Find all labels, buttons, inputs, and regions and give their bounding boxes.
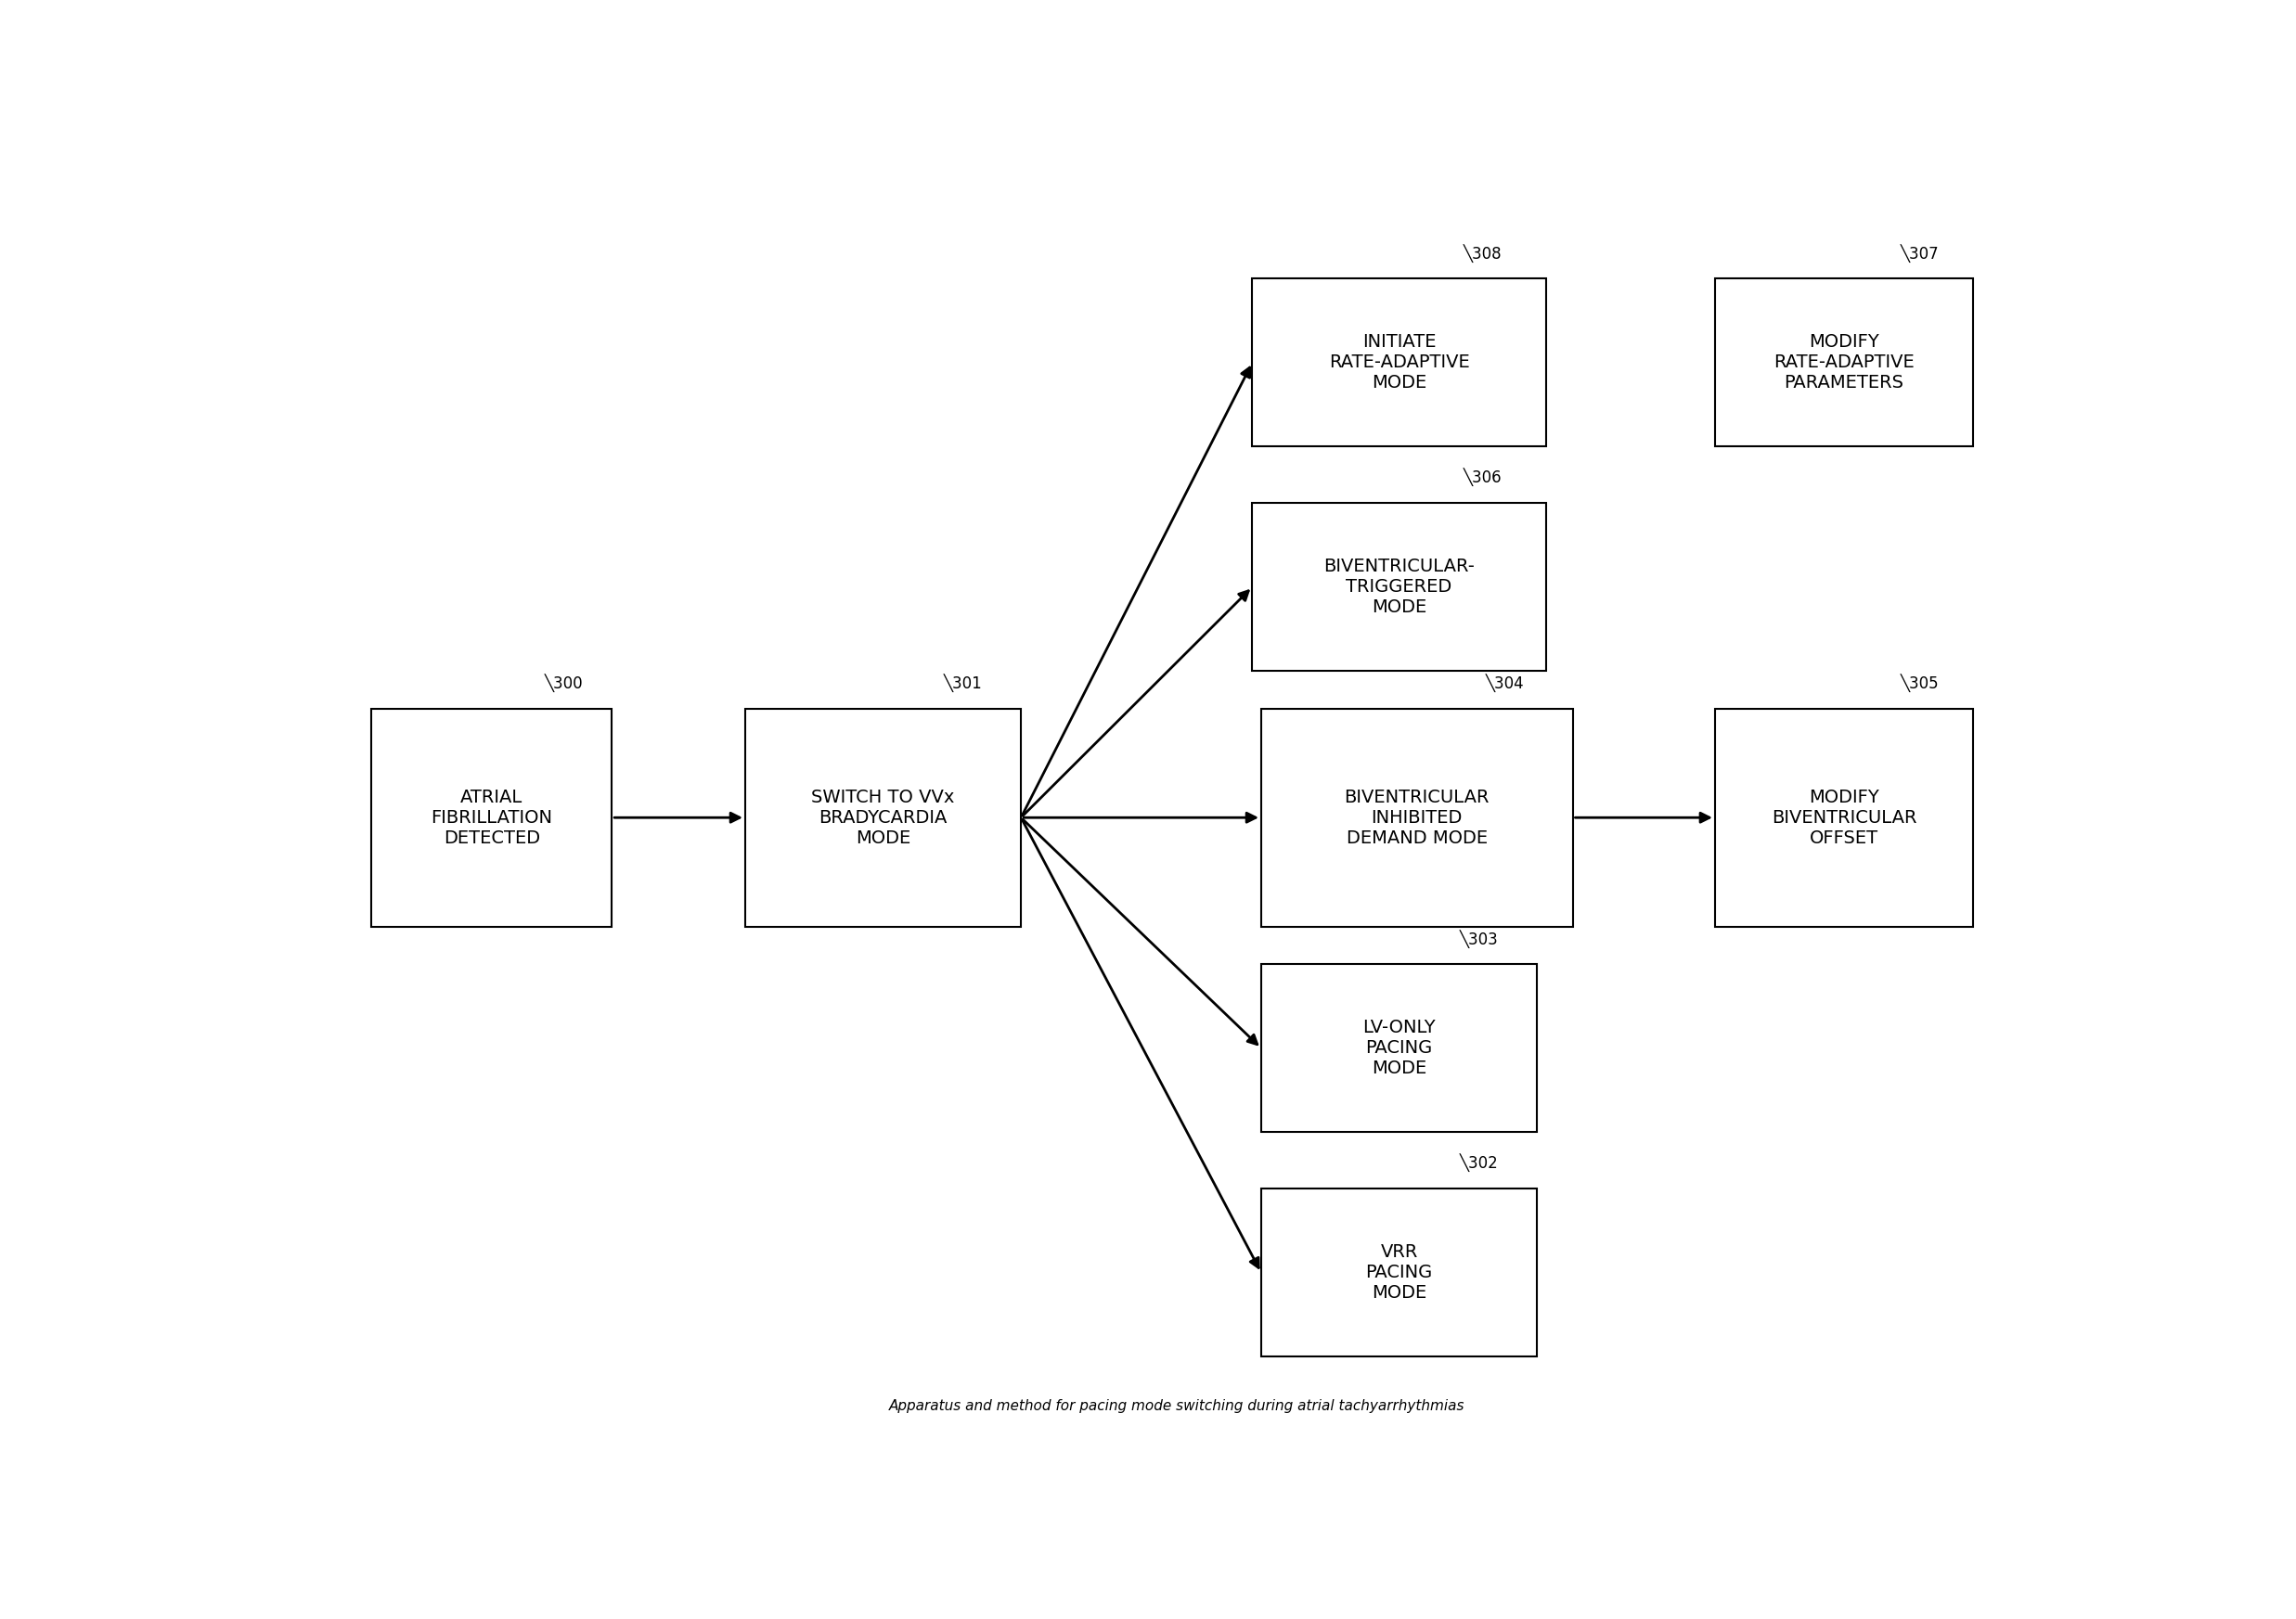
Text: ╲305: ╲305 (1901, 674, 1940, 693)
FancyBboxPatch shape (1261, 1188, 1536, 1357)
FancyBboxPatch shape (1251, 504, 1545, 672)
FancyBboxPatch shape (1715, 709, 1972, 926)
Text: Apparatus and method for pacing mode switching during atrial tachyarrhythmias: Apparatus and method for pacing mode swi… (889, 1399, 1465, 1413)
Text: ╲306: ╲306 (1465, 468, 1502, 487)
Text: BIVENTRICULAR-
TRIGGERED
MODE: BIVENTRICULAR- TRIGGERED MODE (1322, 557, 1474, 617)
Text: ╲300: ╲300 (544, 674, 583, 693)
Text: ╲302: ╲302 (1460, 1154, 1499, 1172)
FancyBboxPatch shape (1261, 709, 1573, 926)
FancyBboxPatch shape (372, 709, 611, 926)
Text: BIVENTRICULAR
INHIBITED
DEMAND MODE: BIVENTRICULAR INHIBITED DEMAND MODE (1343, 788, 1490, 847)
Text: ╲303: ╲303 (1460, 929, 1499, 947)
FancyBboxPatch shape (746, 709, 1022, 926)
Text: ╲308: ╲308 (1465, 244, 1502, 262)
Text: SWITCH TO VVx
BRADYCARDIA
MODE: SWITCH TO VVx BRADYCARDIA MODE (810, 788, 955, 847)
Text: MODIFY
RATE-ADAPTIVE
PARAMETERS: MODIFY RATE-ADAPTIVE PARAMETERS (1773, 334, 1915, 392)
Text: ╲304: ╲304 (1486, 674, 1525, 693)
Text: ATRIAL
FIBRILLATION
DETECTED: ATRIAL FIBRILLATION DETECTED (432, 788, 553, 847)
Text: VRR
PACING
MODE: VRR PACING MODE (1366, 1243, 1433, 1302)
Text: ╲301: ╲301 (944, 674, 983, 693)
Text: INITIATE
RATE-ADAPTIVE
MODE: INITIATE RATE-ADAPTIVE MODE (1329, 334, 1469, 392)
Text: LV-ONLY
PACING
MODE: LV-ONLY PACING MODE (1362, 1018, 1435, 1078)
Text: ╲307: ╲307 (1901, 244, 1940, 262)
FancyBboxPatch shape (1715, 278, 1972, 447)
FancyBboxPatch shape (1261, 963, 1536, 1132)
FancyBboxPatch shape (1251, 278, 1545, 447)
Text: MODIFY
BIVENTRICULAR
OFFSET: MODIFY BIVENTRICULAR OFFSET (1770, 788, 1917, 847)
